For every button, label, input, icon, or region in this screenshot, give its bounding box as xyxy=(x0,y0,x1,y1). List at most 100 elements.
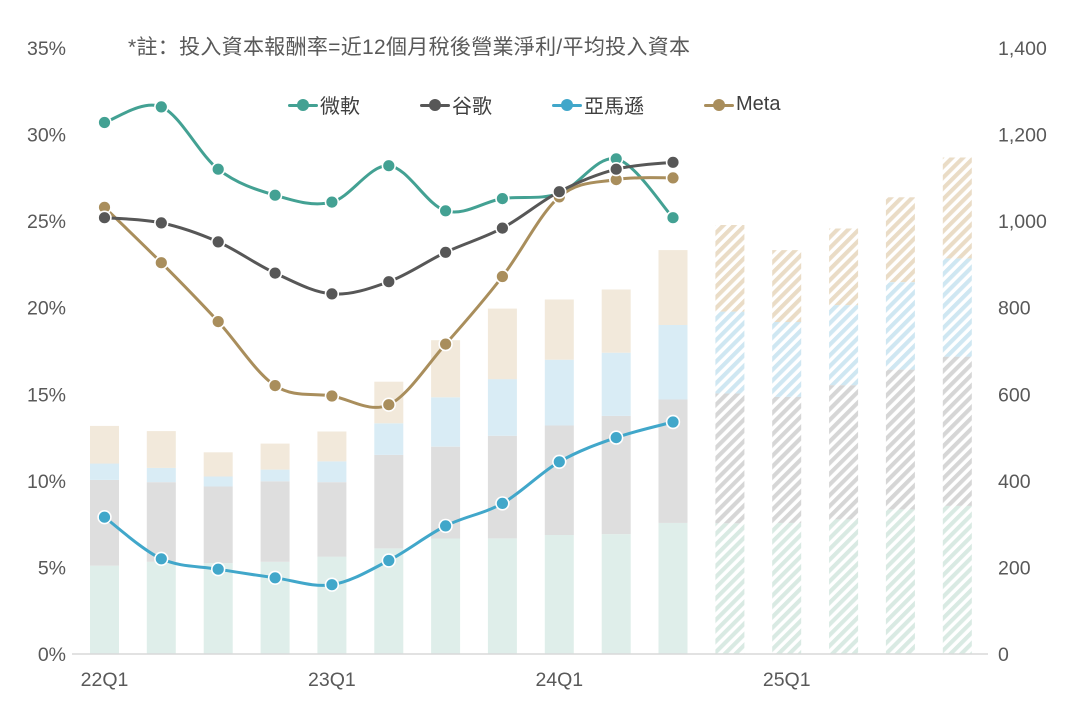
line-series-google xyxy=(97,155,681,302)
point-microsoft-23Q2 xyxy=(381,158,396,173)
point-google-24Q1 xyxy=(552,184,567,199)
bar-segment-google-25Q3 xyxy=(885,369,915,510)
point-google-23Q1 xyxy=(324,286,340,302)
legend-item-amazon: 亞馬遜 xyxy=(552,90,644,119)
right-axis-tick: 1,400 xyxy=(998,38,1047,60)
legend-label-microsoft: 微軟 xyxy=(320,96,360,118)
point-meta-23Q4 xyxy=(495,269,510,284)
bar-segment-meta-24Q1 xyxy=(544,299,574,360)
point-microsoft-22Q3 xyxy=(211,162,226,177)
point-google-24Q3 xyxy=(665,155,681,170)
bar-segment-amazon-23Q3 xyxy=(431,397,461,447)
legend-label-google: 谷歌 xyxy=(452,96,492,118)
bar-segment-meta-22Q3 xyxy=(203,452,233,477)
bar-segment-meta-22Q4 xyxy=(260,443,290,470)
bar-segment-meta-25Q4 xyxy=(942,157,972,259)
bar-segment-amazon-22Q4 xyxy=(260,469,290,482)
point-amazon-23Q3 xyxy=(438,518,453,534)
point-amazon-23Q1 xyxy=(324,577,340,592)
bar-segment-amazon-25Q3 xyxy=(885,282,915,370)
bar-segment-google-23Q1 xyxy=(317,482,347,557)
point-meta-23Q1 xyxy=(324,388,340,404)
bar-segment-microsoft-24Q1 xyxy=(544,535,574,654)
bar-segment-amazon-24Q1 xyxy=(544,359,574,426)
bar-segment-amazon-24Q3 xyxy=(658,325,688,400)
bar-segment-google-22Q2 xyxy=(146,482,176,562)
bar-segment-microsoft-25Q3 xyxy=(885,509,915,654)
bar-segment-microsoft-22Q2 xyxy=(146,561,176,654)
point-amazon-23Q4 xyxy=(495,496,510,511)
right-axis-tick: 200 xyxy=(998,557,1031,579)
point-amazon-22Q3 xyxy=(211,561,226,577)
bar-segment-amazon-22Q1 xyxy=(90,463,119,480)
point-microsoft-23Q3 xyxy=(438,203,453,219)
bar-segment-amazon-23Q2 xyxy=(374,423,404,455)
bar-segment-google-23Q4 xyxy=(487,435,517,539)
point-microsoft-24Q3 xyxy=(665,210,681,225)
point-meta-22Q4 xyxy=(267,378,283,393)
bar-segment-meta-25Q2 xyxy=(829,228,859,306)
bar-segment-google-24Q4 xyxy=(715,393,745,524)
x-axis-tick: 23Q1 xyxy=(308,669,356,691)
bar-segment-google-22Q4 xyxy=(260,481,290,562)
x-axis-tick: 24Q1 xyxy=(535,669,583,691)
bar-segment-microsoft-25Q1 xyxy=(772,522,802,654)
point-amazon-22Q1 xyxy=(97,510,112,525)
bar-segment-microsoft-25Q2 xyxy=(829,519,859,654)
bar-segment-microsoft-25Q4 xyxy=(942,506,972,654)
bar-segment-meta-23Q4 xyxy=(487,308,517,380)
left-axis-tick: 35% xyxy=(27,38,66,60)
bar-segment-microsoft-24Q2 xyxy=(601,534,631,654)
point-google-22Q3 xyxy=(211,234,226,250)
line-series-meta xyxy=(97,170,681,412)
legend-marker-meta-icon xyxy=(704,98,734,111)
point-meta-24Q3 xyxy=(665,170,681,186)
point-amazon-24Q3 xyxy=(665,414,681,430)
bar-segment-meta-24Q2 xyxy=(601,289,631,353)
bar-segment-amazon-25Q1 xyxy=(772,322,802,397)
bars-group xyxy=(90,157,972,654)
left-axis-tick: 25% xyxy=(27,211,66,233)
point-amazon-24Q2 xyxy=(608,430,624,445)
point-meta-22Q2 xyxy=(154,255,169,270)
left-axis-tick: 30% xyxy=(27,125,66,147)
bar-segment-microsoft-23Q1 xyxy=(317,556,347,654)
bar-segment-amazon-24Q4 xyxy=(715,311,745,394)
bar-segment-google-24Q1 xyxy=(544,425,574,535)
bar-segment-amazon-23Q4 xyxy=(487,379,517,436)
legend-item-meta: Meta xyxy=(704,93,780,116)
bar-segment-meta-22Q2 xyxy=(146,431,176,468)
left-axis-tick: 10% xyxy=(27,471,66,493)
point-google-23Q4 xyxy=(495,220,510,236)
right-axis-tick: 1,200 xyxy=(998,125,1047,147)
bar-segment-meta-22Q1 xyxy=(90,425,119,464)
right-axis-tick: 400 xyxy=(998,471,1031,493)
line-series-microsoft xyxy=(97,99,681,225)
line-series-amazon xyxy=(97,414,681,592)
x-axis-tick: 22Q1 xyxy=(81,669,129,691)
legend-item-google: 谷歌 xyxy=(420,90,492,119)
legend-marker-microsoft-icon xyxy=(288,98,318,111)
point-google-23Q3 xyxy=(438,245,453,260)
bar-segment-google-25Q4 xyxy=(942,356,972,506)
right-axis-tick: 800 xyxy=(998,298,1031,320)
point-google-22Q2 xyxy=(154,215,169,231)
point-google-22Q4 xyxy=(267,265,283,281)
point-meta-23Q2 xyxy=(381,397,396,412)
point-microsoft-22Q1 xyxy=(97,115,112,130)
point-microsoft-23Q4 xyxy=(495,191,510,206)
left-axis-tick: 0% xyxy=(38,644,66,666)
bar-segment-google-25Q2 xyxy=(829,385,859,520)
point-microsoft-22Q4 xyxy=(267,188,283,203)
bar-segment-meta-25Q1 xyxy=(772,250,802,322)
bar-segment-microsoft-23Q4 xyxy=(487,538,517,654)
bar-segment-amazon-23Q1 xyxy=(317,461,347,483)
bar-segment-amazon-25Q4 xyxy=(942,258,972,357)
right-axis-tick: 1,000 xyxy=(998,211,1047,233)
point-amazon-23Q2 xyxy=(381,553,396,568)
right-axis-tick: 0 xyxy=(998,644,1009,666)
legend: 微軟 谷歌 亞馬遜 Meta xyxy=(288,90,780,119)
point-google-24Q2 xyxy=(608,162,624,177)
